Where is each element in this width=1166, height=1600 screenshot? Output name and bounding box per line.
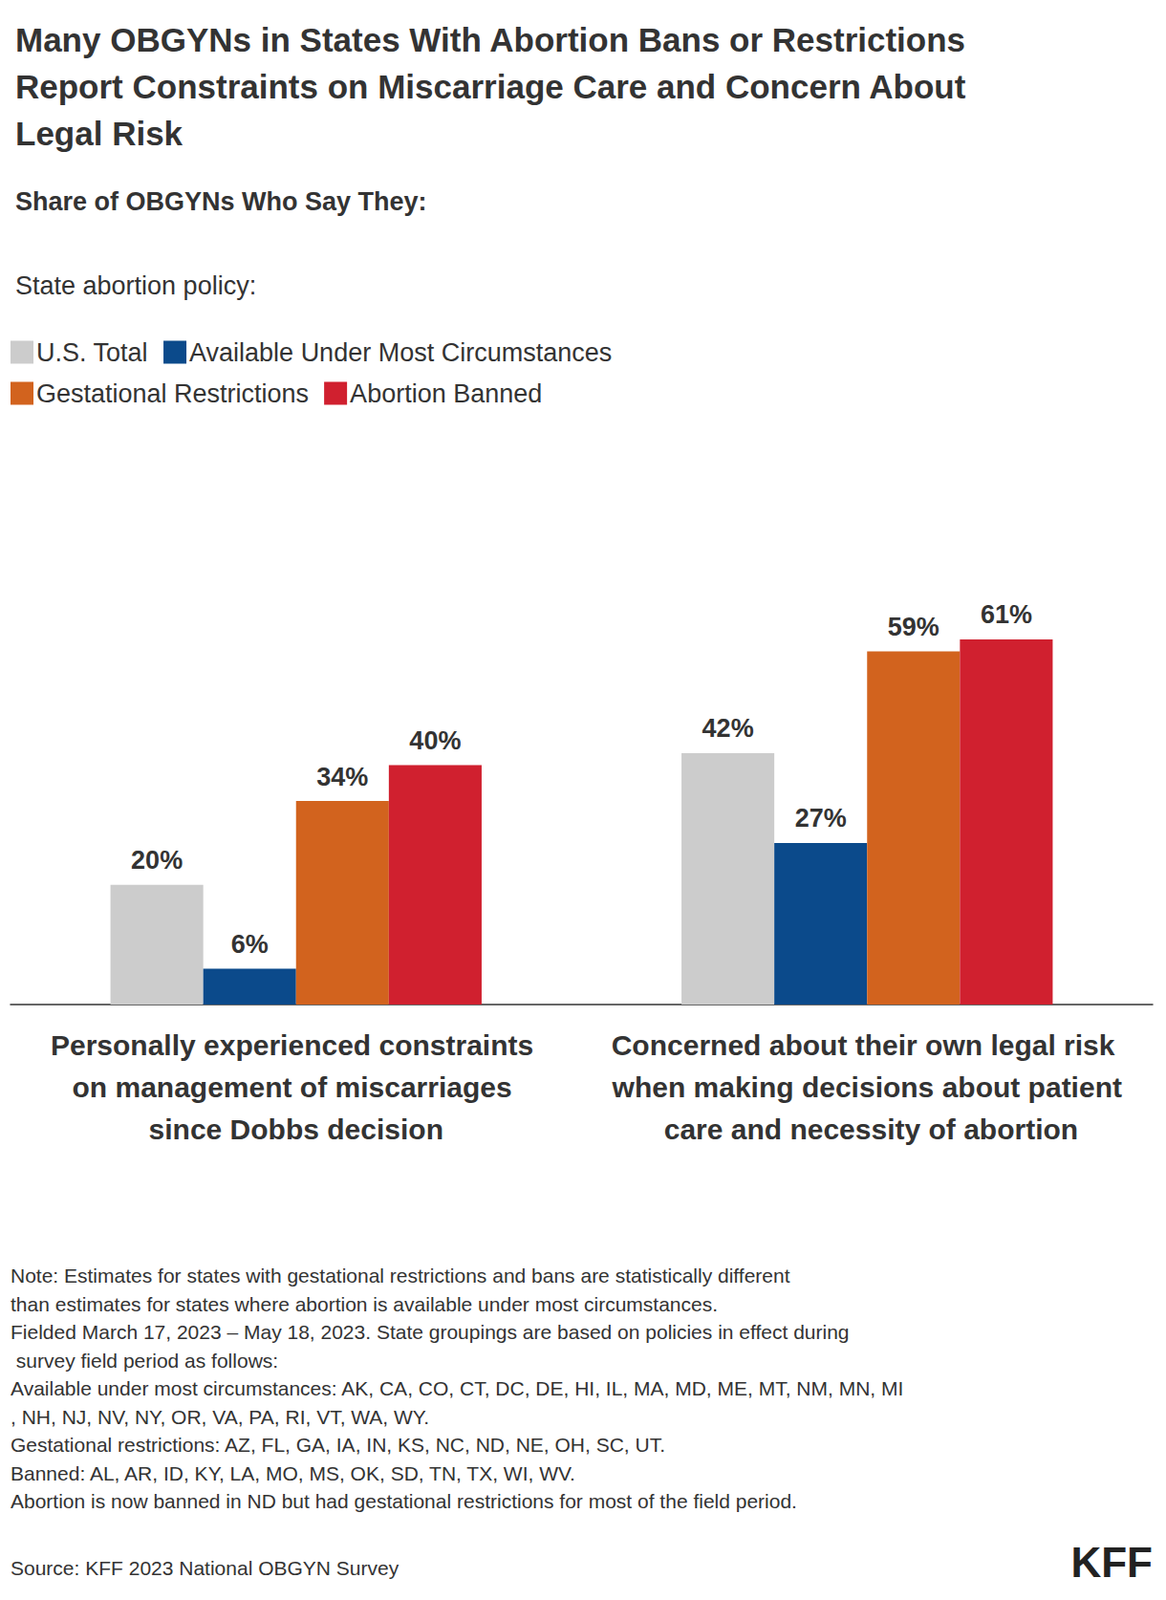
svg-text:than estimates for states wher: than estimates for states where abortion… [10,1293,718,1316]
svg-text:since Dobbs decision: since Dobbs decision [149,1113,444,1145]
svg-text:Banned: AL, AR, ID, KY, LA, MO: Banned: AL, AR, ID, KY, LA, MO, MS, OK, … [10,1462,576,1485]
svg-text:Gestational Restrictions: Gestational Restrictions [36,379,309,409]
svg-text:59%: 59% [887,612,940,642]
svg-text:20%: 20% [130,845,183,875]
svg-text:Available Under Most Circumsta: Available Under Most Circumstances [189,338,612,368]
svg-text:40%: 40% [409,726,461,756]
svg-text:care and necessity of abortion: care and necessity of abortion [655,1113,1079,1145]
svg-text:42%: 42% [702,713,755,743]
svg-text:on management of miscarriages: on management of miscarriages [72,1071,521,1103]
svg-text:State abortion policy:: State abortion policy: [15,271,257,301]
svg-text:Fielded March 17, 2023 – May 1: Fielded March 17, 2023 – May 18, 2023. S… [10,1320,850,1343]
svg-text:Concerned about their own lega: Concerned about their own legal risk [611,1029,1123,1061]
svg-text:survey field period as follows: survey field period as follows: [10,1349,279,1372]
svg-text:Abortion Banned: Abortion Banned [349,379,542,409]
svg-text:Personally experienced constra: Personally experienced constraints [50,1029,542,1061]
svg-text:Source: KFF 2023 National OBGY: Source: KFF 2023 National OBGYN Survey [10,1556,400,1579]
svg-text:Many OBGYNs in States With Abo: Many OBGYNs in States With Abortion Bans… [15,21,975,59]
svg-text:Legal Risk: Legal Risk [15,114,184,152]
svg-text:34%: 34% [316,762,368,792]
svg-text:, NH, NJ, NV, NY, OR, VA, PA,: , NH, NJ, NV, NY, OR, VA, PA, RI, VT, WA… [10,1405,430,1428]
svg-text:27%: 27% [795,803,847,833]
svg-text:U.S. Total: U.S. Total [36,338,149,368]
svg-text:when making decisions about pa: when making decisions about patient [611,1071,1123,1103]
svg-text:Abortion is now banned in ND b: Abortion is now banned in ND but had ges… [10,1489,798,1512]
svg-text:6%: 6% [231,929,269,959]
svg-text:Gestational restrictions: AZ,: Gestational restrictions: AZ, FL, GA, IA… [10,1433,666,1456]
svg-text:Share of OBGYNs Who Say They:: Share of OBGYNs Who Say They: [15,187,428,216]
svg-text:61%: 61% [980,600,1033,629]
svg-text:KFF: KFF [1070,1538,1153,1586]
svg-text:Report Constraints on Miscarri: Report Constraints on Miscarriage Care a… [15,67,975,106]
svg-text:Note: Estimates for states wit: Note: Estimates for states with gestatio… [10,1264,796,1287]
svg-text:Available under most circumsta: Available under most circumstances: AK, … [10,1377,904,1400]
